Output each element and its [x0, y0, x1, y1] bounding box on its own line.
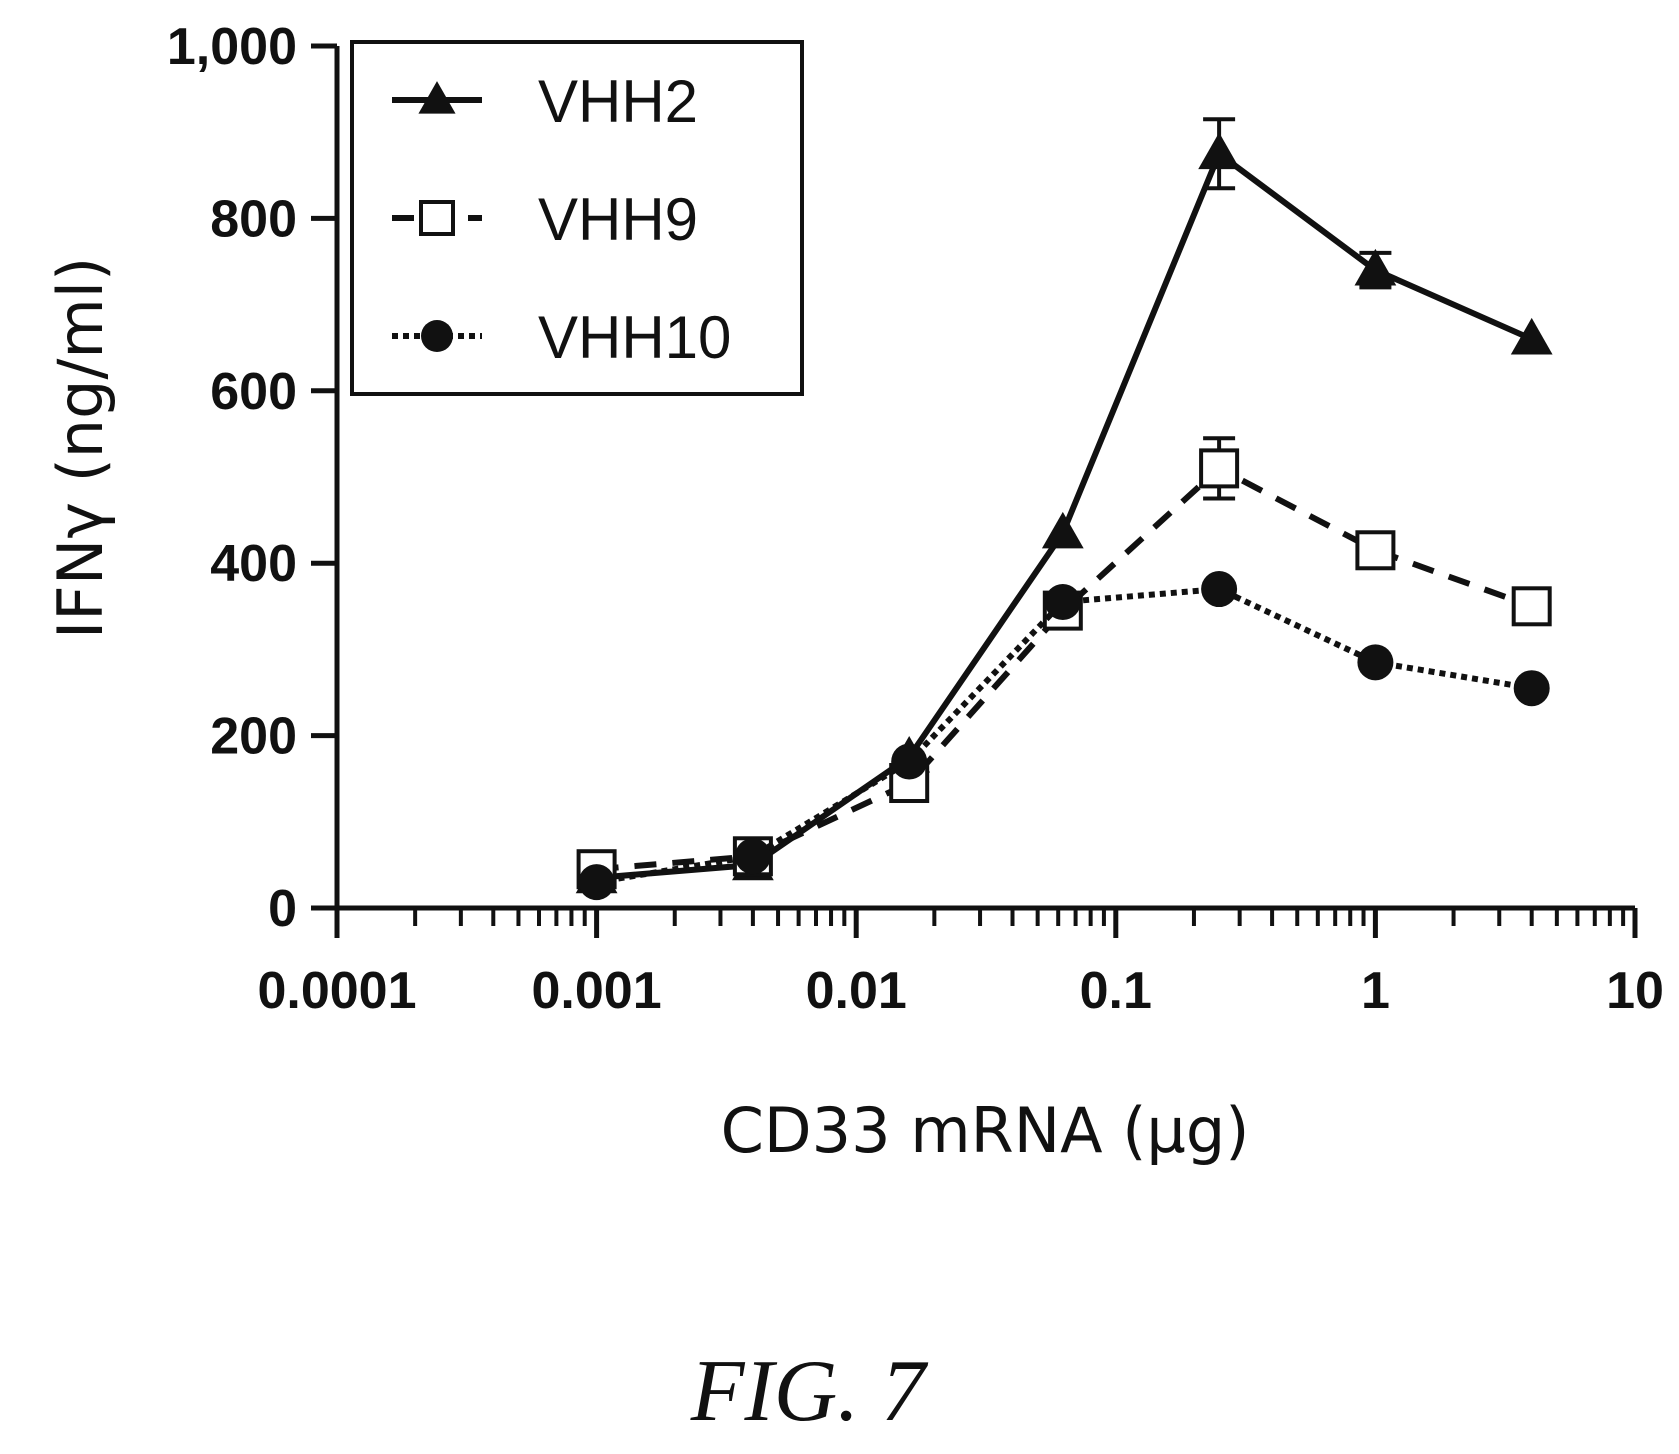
- legend-entry: VHH10: [392, 304, 731, 371]
- legend-entry: VHH9: [392, 186, 698, 253]
- x-tick-label: 0.01: [806, 962, 907, 1020]
- y-tick-label: 200: [210, 708, 297, 766]
- y-tick-label: 1,000: [167, 18, 297, 76]
- legend-label: VHH9: [538, 186, 698, 253]
- y-axis-title: IFNγ (ng/ml): [44, 257, 117, 639]
- triangle-marker: [1354, 248, 1397, 286]
- triangle-marker: [418, 81, 456, 114]
- x-tick-label: 10: [1606, 962, 1664, 1020]
- triangle-marker: [1198, 132, 1240, 170]
- square-marker: [1511, 586, 1552, 627]
- legend: VHH2 VHH9 VHH10: [350, 40, 804, 396]
- legend-label: VHH2: [538, 68, 698, 135]
- triangle-marker: [1510, 317, 1553, 355]
- square-marker: [419, 200, 455, 236]
- axes: 0 200 400 600 800 1,000 0.0001 0.001 0.01 0.1 1 10: [167, 18, 1664, 1020]
- y-tick-label: 800: [210, 190, 297, 248]
- series-VHH10: [578, 571, 1550, 901]
- y-tick-label: 400: [210, 535, 297, 593]
- legend-entry: VHH2: [392, 68, 698, 135]
- x-tick-label: 0.001: [532, 962, 662, 1020]
- figure-caption: FIG. 7: [690, 1343, 930, 1440]
- series-VHH9: [576, 436, 1552, 890]
- circle-marker: [578, 864, 615, 901]
- circle-marker: [1357, 644, 1394, 681]
- legend-label: VHH10: [538, 304, 731, 371]
- x-tick-label: 0.0001: [257, 962, 416, 1020]
- x-tick-label: 1: [1361, 962, 1390, 1020]
- x-tick-label: 0.1: [1080, 962, 1152, 1020]
- circle-marker: [1201, 571, 1238, 608]
- square-marker: [1355, 530, 1396, 571]
- circle-marker: [734, 838, 771, 875]
- y-tick-label: 600: [210, 363, 297, 421]
- circle-marker: [421, 320, 453, 352]
- circle-marker: [891, 743, 928, 780]
- circle-marker: [1044, 583, 1081, 620]
- y-tick-label: 0: [268, 880, 297, 938]
- square-marker: [1199, 448, 1240, 489]
- circle-marker: [1513, 670, 1550, 707]
- series-layer: [575, 117, 1553, 901]
- triangle-marker: [1041, 511, 1084, 549]
- x-axis-title: CD33 mRNA (µg): [721, 1094, 1250, 1167]
